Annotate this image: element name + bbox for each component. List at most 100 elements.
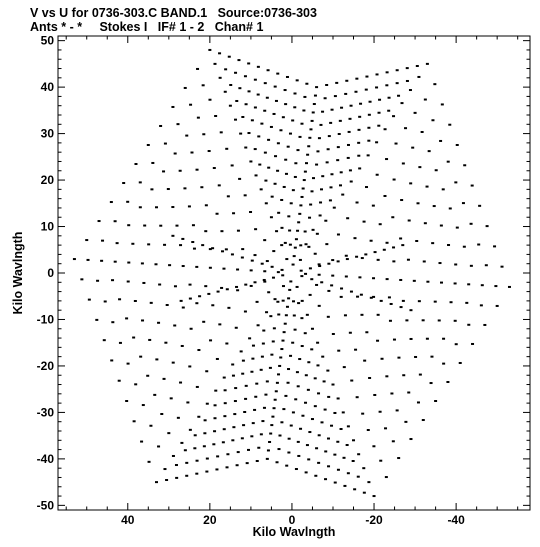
- uv-point: [336, 159, 340, 162]
- uv-point: [314, 474, 318, 477]
- uv-point: [449, 301, 453, 304]
- uv-point: [213, 430, 217, 433]
- uv-point: [384, 427, 388, 430]
- uv-point: [195, 459, 199, 462]
- uv-point: [223, 389, 227, 392]
- uv-point: [211, 247, 215, 250]
- uv-point: [383, 194, 387, 197]
- uv-point: [347, 130, 351, 133]
- uv-point: [304, 162, 308, 165]
- uv-point: [356, 295, 360, 298]
- uv-point: [346, 143, 350, 146]
- uv-point: [303, 230, 307, 233]
- x-tick-label: 0: [289, 513, 296, 527]
- uv-point: [358, 167, 362, 170]
- uv-point: [191, 241, 195, 244]
- uv-point: [409, 337, 413, 340]
- uv-point: [392, 178, 396, 181]
- uv-point: [453, 282, 457, 285]
- uv-point: [238, 87, 242, 90]
- uv-point: [127, 261, 131, 264]
- uv-point: [384, 476, 388, 479]
- uv-point: [86, 258, 90, 261]
- uv-point: [333, 481, 337, 484]
- uv-point: [429, 382, 433, 385]
- uv-point: [132, 336, 136, 339]
- uv-point: [355, 396, 359, 399]
- uv-point: [265, 260, 269, 263]
- y-tick-label: 30: [41, 127, 55, 141]
- uv-point: [214, 389, 218, 392]
- uv-point: [149, 301, 153, 304]
- uv-point: [294, 468, 298, 471]
- uv-point: [385, 158, 389, 161]
- uv-point: [243, 410, 247, 413]
- uv-point: [426, 280, 430, 283]
- uv-point: [297, 302, 301, 305]
- uv-point: [171, 454, 175, 457]
- uv-point: [462, 245, 466, 248]
- uv-point: [354, 90, 358, 93]
- uv-point: [461, 202, 465, 205]
- uv-point: [399, 278, 403, 281]
- uv-point: [261, 342, 265, 345]
- uv-point: [344, 254, 348, 257]
- uv-point: [364, 253, 368, 256]
- uv-point: [423, 98, 427, 101]
- uv-point: [274, 99, 278, 102]
- uv-point: [253, 408, 257, 411]
- uv-point: [140, 262, 144, 265]
- uv-point: [288, 132, 292, 135]
- uv-point: [281, 274, 285, 277]
- uv-point: [326, 148, 330, 151]
- uv-point: [313, 377, 317, 380]
- uv-point: [418, 166, 422, 169]
- uv-point: [231, 363, 235, 366]
- uv-point: [166, 188, 170, 191]
- uv-point: [400, 102, 404, 105]
- uv-point: [300, 275, 304, 278]
- uv-point: [193, 434, 197, 437]
- uv-point: [367, 481, 371, 484]
- uv-point: [111, 279, 115, 282]
- uv-point: [454, 343, 458, 346]
- uv-point: [225, 288, 229, 291]
- uv-point: [494, 285, 498, 288]
- uv-point: [392, 260, 396, 263]
- uv-point: [249, 284, 253, 287]
- uv-point: [467, 283, 471, 286]
- uv-point: [415, 64, 419, 67]
- uv-point: [196, 116, 200, 119]
- uv-point: [234, 71, 238, 74]
- uv-point: [279, 356, 283, 359]
- uv-point: [353, 488, 357, 491]
- uv-point: [409, 309, 413, 312]
- uv-point: [363, 359, 367, 362]
- uv-point: [343, 314, 347, 317]
- uv-point: [139, 355, 143, 358]
- uv-point: [239, 132, 243, 135]
- uv-point: [316, 341, 320, 344]
- uv-point: [293, 175, 297, 178]
- uv-point: [208, 248, 212, 251]
- uv-point: [306, 153, 310, 156]
- uv-point: [230, 164, 234, 167]
- uv-point: [355, 201, 359, 204]
- uv-point: [229, 83, 233, 86]
- uv-point: [317, 434, 321, 437]
- uv-point: [360, 313, 364, 316]
- uv-point: [336, 468, 340, 471]
- uv-point: [477, 243, 481, 246]
- uv-point: [288, 288, 292, 291]
- uv-point: [315, 447, 319, 450]
- uv-point: [289, 424, 293, 427]
- uv-point: [217, 184, 221, 187]
- uv-point: [296, 149, 300, 152]
- plot-subtitle: Ants * - * Stokes I IF# 1 - 2 Chan# 1: [30, 20, 264, 34]
- uv-point: [323, 408, 327, 411]
- uv-point: [375, 173, 379, 176]
- uv-point: [343, 484, 347, 487]
- uv-point: [495, 304, 499, 307]
- uv-point: [284, 103, 288, 106]
- uv-point: [385, 278, 389, 281]
